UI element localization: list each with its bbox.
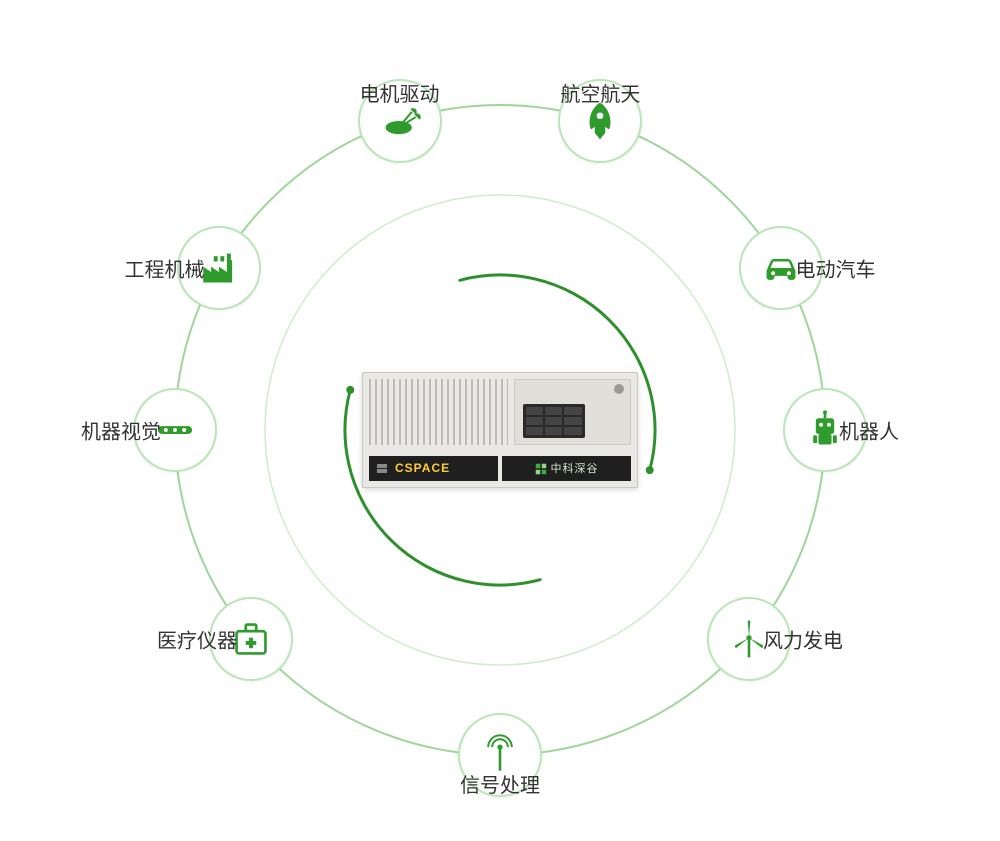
wind-power-label: 风力发电 [763,624,843,653]
vision-label: 机器视觉 [81,416,161,445]
device-grille [369,379,508,445]
device-knob [614,384,624,394]
node-wind-power: 风力发电 [707,597,791,681]
ev-label: 电动汽车 [795,253,875,282]
device-drive-panel [514,379,631,445]
device-brand-right: 中科深谷 [502,456,631,481]
node-signal: 信号处理 [458,713,542,797]
device-brand-right-label: 中科深谷 [551,460,599,476]
center-device: CSPACE 中科深谷 [362,372,638,488]
device-brand-left: CSPACE [369,456,498,481]
robot-label: 机器人 [839,416,899,445]
device-buttons [523,404,585,438]
node-motor-drive: 电机驱动 [358,79,442,163]
device-ports [377,464,387,473]
medical-label: 医疗仪器 [157,624,237,653]
node-robot: 机器人 [783,388,867,472]
brand-logo-icon [535,462,547,474]
radial-diagram: 电机驱动 航空航天电动汽车机器人风力发电信号处理 医疗仪器 机器视觉 工程机械 CSPA… [0,0,1000,841]
node-medical: 医疗仪器 [209,597,293,681]
device-top [369,379,631,445]
engineering-label: 工程机械 [125,253,205,282]
node-engineering: 工程机械 [177,226,261,310]
node-vision: 机器视觉 [133,388,217,472]
signal-label: 信号处理 [460,769,540,798]
node-ev: 电动汽车 [739,226,823,310]
node-aerospace: 航空航天 [558,79,642,163]
device-bottom: CSPACE 中科深谷 [369,456,631,481]
device-brand-left-label: CSPACE [395,461,450,475]
aerospace-label: 航空航天 [560,78,640,107]
motor-drive-label: 电机驱动 [360,78,440,107]
